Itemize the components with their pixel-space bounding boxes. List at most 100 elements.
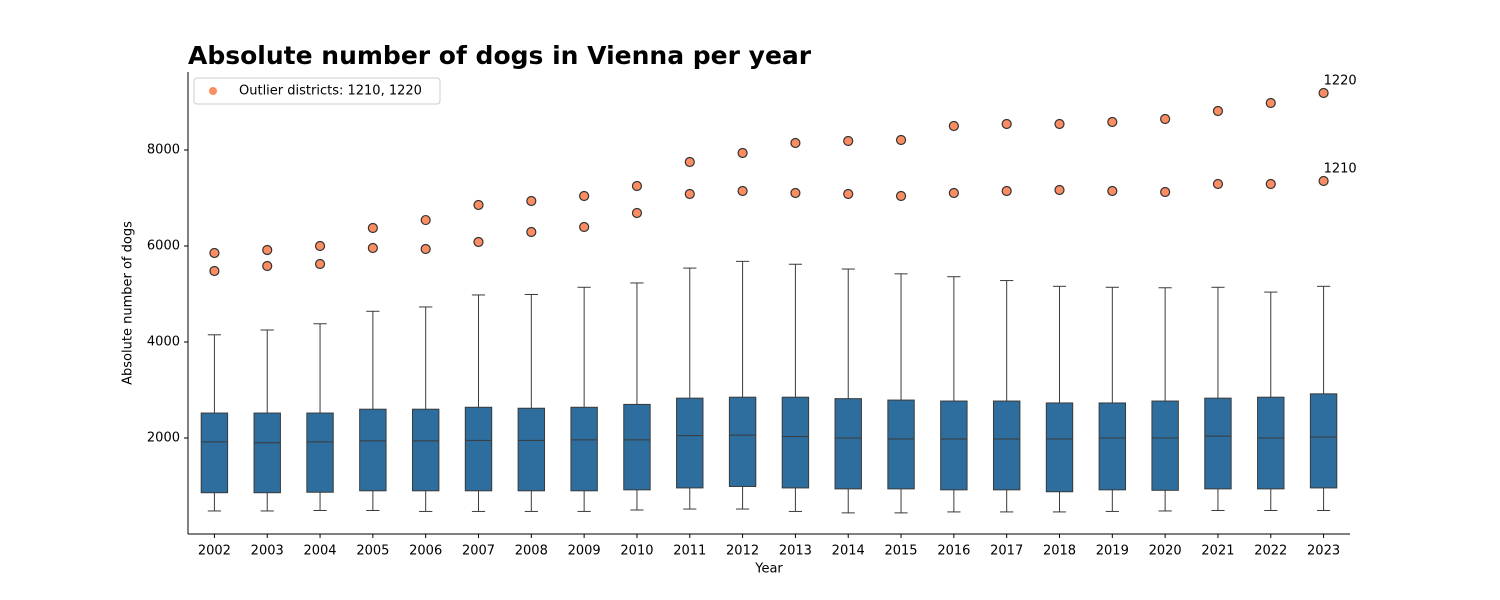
outlier-point [684,156,695,168]
x-tick-label: 2019 [1096,544,1129,559]
outlier-point [631,207,643,219]
outlier-point [367,242,378,254]
outlier-point [579,190,590,202]
x-tick-label: 2018 [1043,544,1076,559]
outlier-point [1107,116,1118,128]
outlier-point [948,187,959,199]
box [940,400,968,491]
legend-box [193,77,441,105]
outlier-point [1001,185,1012,197]
outlier-point [1160,113,1171,125]
box [1045,402,1074,493]
box [992,400,1021,491]
outlier-point [209,265,220,277]
outlier-point [1265,178,1276,190]
x-tick-label: 2005 [356,544,389,559]
outlier-point [631,180,643,192]
outlier-point [1318,175,1329,187]
outlier-point [1001,118,1012,130]
x-tick-label: 2020 [1149,544,1182,559]
y-tick-label: 2000 [147,431,180,446]
outlier-point [526,195,537,207]
x-tick-label: 2008 [515,544,548,559]
legend-marker [209,87,217,95]
chart-title: Absolute number of dogs in Vienna per ye… [188,41,812,70]
outlier-point [737,147,748,159]
outlier-point [579,221,590,233]
x-tick-label: 2010 [620,544,653,559]
outlier-point [526,226,537,238]
x-tick-label: 2012 [726,544,759,559]
outlier-point [314,240,326,252]
box [517,407,546,492]
outlier-point [895,190,907,202]
x-tick-label: 2023 [1307,544,1340,559]
x-tick-label: 2003 [251,544,284,559]
outlier-point [948,120,959,132]
x-tick-label: 2006 [409,544,442,559]
y-tick-label: 8000 [147,143,180,158]
y-axis-label: Absolute number of dogs [121,221,136,385]
box [1309,393,1338,489]
x-tick-label: 2009 [568,544,601,559]
box [253,412,281,494]
outlier-point [1054,118,1065,130]
x-tick-label: 2013 [779,544,812,559]
x-tick-label: 2015 [884,544,917,559]
outlier-point [262,244,273,256]
outlier-point [1054,184,1065,196]
box [1151,400,1179,491]
x-tick-label: 2022 [1254,544,1287,559]
box [200,412,229,494]
outlier-point [420,214,431,226]
box [464,406,493,492]
box [1257,396,1285,490]
outlier-point [790,137,801,149]
box [411,408,440,492]
outlier-point [1318,87,1329,99]
box [623,403,651,491]
legend-label: Outlier districts: 1210, 1220 [239,84,422,99]
outlier-point [1265,97,1276,109]
box [676,397,704,489]
box [306,412,334,493]
point-annotation: 1210 [1324,162,1357,177]
outlier-point [209,247,220,259]
outlier-point [843,188,854,200]
outlier-point [684,188,695,200]
outlier-point [1212,105,1224,117]
outlier-point [1212,178,1224,190]
x-tick-label: 2007 [462,544,495,559]
outlier-point [420,243,431,255]
box [359,408,387,492]
outlier-point [314,258,326,270]
x-tick-label: 2016 [937,544,970,559]
y-tick-label: 6000 [147,239,180,254]
x-tick-label: 2014 [832,544,865,559]
point-annotation: 1220 [1324,73,1357,88]
box [887,399,915,490]
box [1204,397,1232,490]
x-tick-label: 2011 [673,544,706,559]
outlier-point [1160,186,1171,198]
box [834,398,862,490]
box [570,406,598,492]
outlier-point [737,185,748,197]
box [781,396,810,489]
outlier-point [1107,185,1118,197]
box [1098,402,1127,491]
outlier-point [843,135,854,147]
y-tick-label: 4000 [147,335,180,350]
x-tick-label: 2017 [990,544,1023,559]
outlier-point [473,236,484,248]
x-axis-label: Year [754,562,783,577]
box [728,396,757,487]
outlier-point [473,199,484,211]
x-tick-label: 2002 [198,544,231,559]
x-tick-label: 2021 [1201,544,1234,559]
outlier-point [790,187,801,199]
outlier-point [895,134,907,146]
outlier-point [367,222,378,234]
x-tick-label: 2004 [303,544,336,559]
